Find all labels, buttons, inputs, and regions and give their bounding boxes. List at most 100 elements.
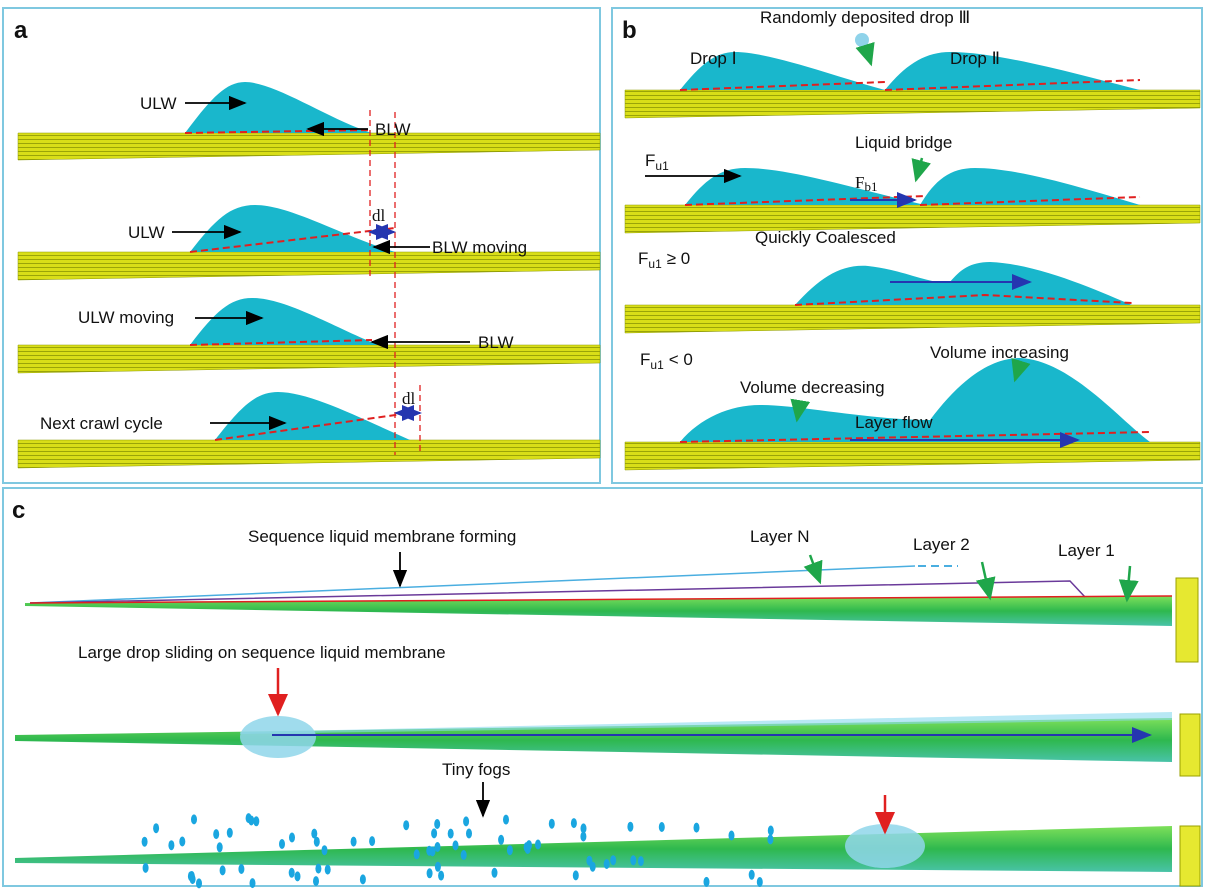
- fog-droplet: [524, 844, 531, 854]
- fog-droplet: [658, 822, 665, 832]
- annotation: Large drop sliding on sequence liquid me…: [78, 643, 446, 662]
- fog-droplet: [498, 834, 505, 845]
- drop: [215, 392, 410, 440]
- rod: [624, 89, 1201, 119]
- arrow: [790, 398, 811, 423]
- panel-border: [2, 487, 1203, 887]
- fog-droplet: [196, 878, 202, 889]
- fog-droplet: [630, 855, 637, 866]
- fog-droplet: [603, 859, 610, 869]
- rod: [17, 344, 601, 374]
- rod-end: [1179, 825, 1201, 887]
- annotation: Next crawl cycle: [40, 414, 163, 433]
- fog-droplet: [141, 836, 148, 847]
- arrow: [803, 554, 823, 585]
- fog-droplet: [413, 849, 420, 860]
- fog-droplet: [369, 836, 376, 847]
- contact-line: [189, 227, 396, 253]
- drop: [680, 52, 885, 90]
- annotation: Layer 2: [913, 535, 970, 554]
- fog-droplet: [249, 878, 256, 889]
- fog-droplet: [693, 822, 700, 833]
- condition: Fu1 ≥ 0: [638, 249, 690, 271]
- fog-droplet: [350, 836, 357, 847]
- fog-droplet: [142, 862, 149, 873]
- condition: Fu1 < 0: [640, 350, 693, 372]
- drop: [185, 82, 372, 133]
- annotation: Drop Ⅰ: [690, 49, 737, 68]
- rod-end: [1175, 577, 1199, 663]
- fog-droplet: [191, 814, 197, 825]
- fog-droplet: [767, 825, 774, 836]
- cone: [15, 718, 1172, 762]
- annotation: Randomly deposited drop Ⅲ: [760, 8, 970, 27]
- contact-line: [184, 129, 373, 134]
- rod: [624, 441, 1201, 471]
- membrane-line: [29, 565, 916, 604]
- drop: [920, 168, 1140, 205]
- fog-droplet: [503, 814, 509, 825]
- fog-droplet: [506, 845, 513, 856]
- panel-label: c: [12, 497, 25, 524]
- fog-droplet: [756, 877, 763, 887]
- fog-droplet: [315, 863, 322, 874]
- fog-group: [141, 813, 774, 889]
- drop: [190, 298, 378, 345]
- fog-droplet: [610, 855, 617, 866]
- drop: [885, 52, 1140, 90]
- annotation: Layer 1: [1058, 541, 1115, 560]
- fog-droplet: [313, 876, 319, 887]
- small-drop: [855, 33, 869, 47]
- fog-droplet: [580, 831, 587, 842]
- fog-droplet: [570, 818, 577, 829]
- annotation: Liquid bridge: [855, 133, 952, 152]
- panel-border: [2, 7, 601, 484]
- fog-droplet: [426, 845, 433, 856]
- fog-droplet: [294, 871, 301, 882]
- drop: [795, 262, 1132, 305]
- annotation: BLW: [478, 333, 514, 352]
- annotation: BLW moving: [432, 238, 527, 257]
- annotation: Layer flow: [855, 413, 933, 432]
- fog-droplet: [238, 864, 245, 874]
- contact-line: [794, 293, 1133, 306]
- drop: [685, 168, 925, 205]
- rod-end: [1179, 713, 1201, 777]
- fog-droplet: [748, 869, 755, 880]
- fog-droplet: [580, 823, 587, 834]
- fog-droplet: [313, 836, 320, 847]
- fog-droplet: [431, 828, 438, 839]
- annotation: Sequence liquid membrane forming: [248, 527, 516, 546]
- fog-droplet: [491, 867, 498, 878]
- fog-droplet: [213, 829, 220, 840]
- panel-label: a: [14, 17, 28, 44]
- fog-droplet: [572, 870, 579, 881]
- fog-droplet: [434, 819, 441, 829]
- annotation: Drop Ⅱ: [950, 49, 1000, 68]
- annotation: BLW: [375, 120, 411, 139]
- fog-droplet: [253, 816, 260, 827]
- panel-label: b: [622, 17, 637, 44]
- force-label: Fb1: [855, 173, 877, 194]
- rod: [17, 439, 601, 469]
- fog-droplet: [179, 836, 186, 847]
- rod: [17, 251, 601, 281]
- fog-droplet: [153, 823, 160, 834]
- fog-droplet: [434, 861, 441, 872]
- fog-droplet: [168, 840, 175, 851]
- annotation: ULW moving: [78, 308, 174, 327]
- fog-droplet: [452, 840, 459, 851]
- fog-droplet: [324, 864, 331, 875]
- fog-droplet: [767, 834, 774, 845]
- arrow: [911, 157, 931, 183]
- arrow: [855, 41, 875, 67]
- fog-droplet: [434, 842, 441, 852]
- fog-droplet: [289, 832, 295, 843]
- membrane-line: [29, 580, 1086, 604]
- panel-a: a ULW BLW ULW dl BLW moving ULW moving B…: [2, 7, 601, 484]
- fog-droplet: [426, 868, 433, 879]
- large-drop: [845, 824, 925, 868]
- fog-droplet: [703, 876, 710, 887]
- annotation: Tiny fogs: [442, 760, 510, 779]
